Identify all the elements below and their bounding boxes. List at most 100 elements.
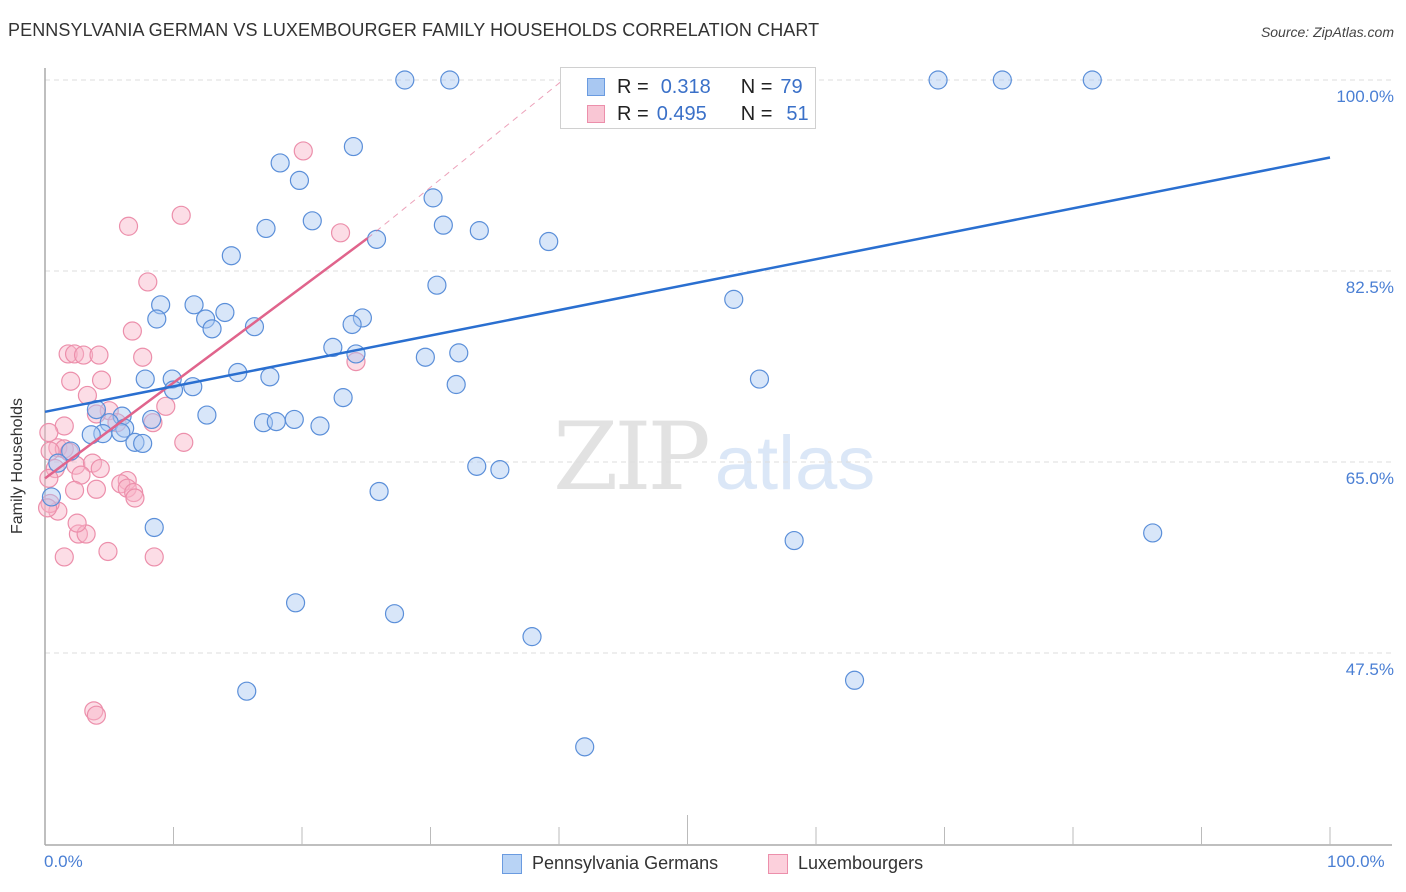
n-label: N = — [740, 102, 773, 125]
data-point — [144, 517, 164, 538]
data-point — [342, 314, 362, 335]
r-value: 0.318 — [660, 75, 711, 98]
data-point — [415, 347, 435, 367]
y-tick-82-5: 82.5% — [1345, 278, 1394, 297]
luxembourgers-points — [37, 141, 366, 725]
data-point — [366, 229, 387, 249]
data-point — [285, 593, 306, 613]
n-value: 51 — [786, 102, 809, 125]
data-point — [427, 275, 447, 295]
blue-swatch-icon — [502, 853, 522, 874]
data-point — [749, 369, 770, 389]
data-point — [147, 309, 167, 329]
data-point — [724, 289, 744, 309]
data-point — [1082, 70, 1102, 90]
data-point — [135, 369, 155, 389]
r-value: 0.495 — [656, 102, 707, 125]
data-point — [289, 170, 310, 191]
data-point — [39, 422, 59, 443]
data-point — [302, 211, 322, 231]
data-point — [111, 422, 131, 443]
watermark-atlas: atlas — [714, 421, 876, 506]
data-point — [81, 425, 101, 445]
data-point — [144, 547, 164, 567]
data-point — [39, 468, 59, 488]
pennsylvania-germans-trend-line — [44, 156, 1331, 414]
data-point — [221, 246, 241, 266]
data-point — [41, 487, 62, 507]
data-point — [86, 479, 107, 499]
data-point — [467, 456, 487, 476]
legend-item-luxembourgers[interactable]: Luxembourgers — [768, 853, 923, 874]
data-point — [196, 309, 216, 329]
data-point — [260, 367, 280, 387]
blue-swatch-icon — [587, 78, 605, 96]
data-point — [151, 295, 171, 315]
data-point — [844, 670, 865, 690]
legend-item-pennsylvania-germans[interactable]: Pennsylvania Germans — [502, 853, 718, 874]
data-point — [202, 319, 222, 339]
data-point — [346, 351, 366, 372]
data-point — [61, 371, 81, 391]
y-tick-65: 65.0% — [1345, 469, 1394, 488]
data-point — [256, 218, 276, 239]
n-label: N = — [740, 75, 773, 98]
data-point — [125, 488, 145, 508]
data-point — [174, 432, 194, 452]
data-point — [197, 405, 217, 425]
data-point — [64, 480, 85, 500]
data-point — [310, 416, 330, 436]
data-point — [89, 345, 109, 365]
data-point — [244, 317, 265, 337]
x-tick-100: 100.0% — [1327, 852, 1385, 871]
data-point — [67, 513, 87, 533]
y-tick-100: 100.0% — [1336, 87, 1394, 106]
data-point — [395, 70, 415, 90]
data-point — [522, 627, 542, 647]
watermark: ZIP atlas — [553, 410, 875, 505]
legend-label: Luxembourgers — [798, 853, 924, 873]
data-point — [928, 70, 948, 90]
pink-swatch-icon — [587, 105, 605, 123]
data-point — [539, 231, 559, 252]
data-point — [266, 412, 286, 432]
data-point — [58, 344, 78, 364]
trend-lines — [44, 81, 1331, 480]
r-label: R = — [617, 75, 649, 98]
data-point — [122, 321, 142, 341]
data-point — [98, 541, 118, 562]
luxembourgers-trend-line — [44, 237, 369, 480]
pennsylvania-germans-points — [41, 70, 1163, 757]
data-point — [333, 388, 353, 408]
data-point — [118, 216, 139, 236]
data-point — [54, 547, 74, 567]
data-point — [323, 337, 343, 357]
y-tick-47-5: 47.5% — [1345, 660, 1394, 679]
data-point — [433, 215, 453, 235]
data-point — [270, 153, 290, 173]
legend-row-pennsylvania-germans: R = 0.318 N = 79 — [587, 76, 803, 98]
data-point — [1143, 523, 1163, 543]
r-label: R = — [617, 102, 649, 125]
y-axis-label: Family Households — [9, 397, 26, 535]
data-point — [184, 295, 204, 315]
data-point — [73, 345, 94, 365]
watermark-zip: ZIP — [553, 403, 711, 512]
data-point — [133, 433, 153, 454]
data-point — [37, 498, 58, 518]
data-point — [992, 70, 1012, 90]
n-value: 79 — [780, 75, 803, 98]
data-point — [449, 343, 469, 363]
data-point — [215, 302, 235, 323]
data-point — [440, 70, 460, 90]
x-tick-0: 0.0% — [44, 852, 83, 871]
data-point — [138, 272, 158, 292]
correlation-legend: R = 0.318 N = 79 R = 0.495 N = 51 — [560, 67, 816, 129]
data-point — [133, 347, 153, 367]
data-point — [90, 458, 110, 479]
data-point — [575, 737, 595, 757]
data-point — [284, 409, 304, 430]
data-point — [352, 308, 372, 328]
data-point — [346, 344, 366, 364]
